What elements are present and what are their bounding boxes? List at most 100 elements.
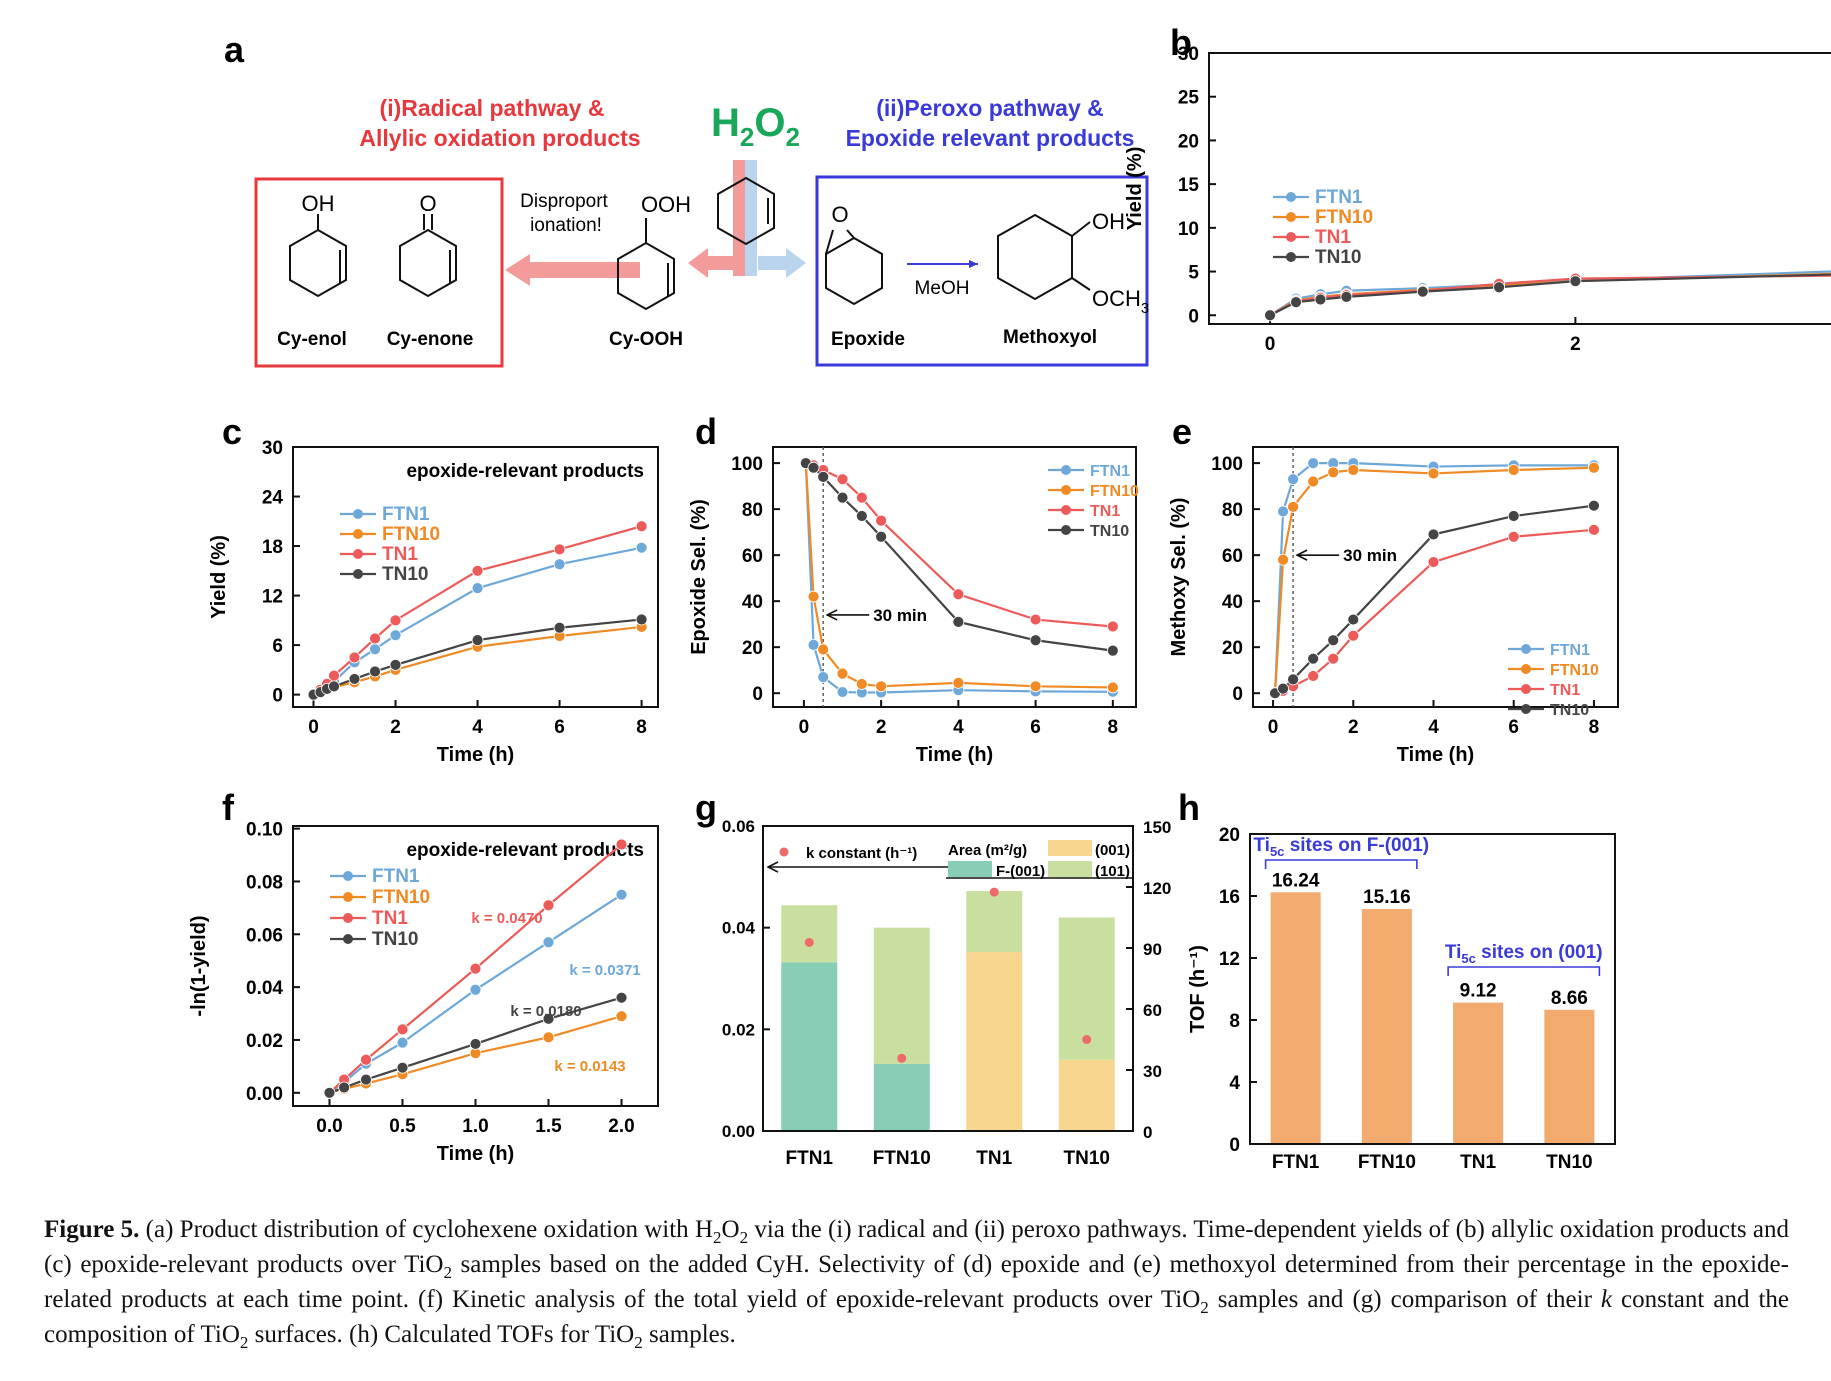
- data-point-TN1: [1307, 670, 1320, 682]
- series-line-FTN1: [804, 463, 1113, 694]
- legend-area-label: Area (m²/g): [948, 842, 1027, 859]
- series-line-FTN10: [804, 463, 1113, 689]
- figure-canvas: a (i)Radical pathway & Allylic oxidation…: [188, 22, 1831, 1173]
- y-tick-label: 0.10: [246, 820, 283, 841]
- legend-label-TN1: TN1: [372, 908, 408, 929]
- legend-marker-FTN1: [1521, 644, 1531, 654]
- data-point-TN10: [1106, 644, 1119, 657]
- data-point-FTN10: [1427, 467, 1440, 480]
- category-label: FTN10: [873, 1148, 931, 1169]
- ooh-group-label: OOH: [641, 192, 691, 217]
- data-point-TN1: [328, 669, 340, 682]
- chart-b-allylic-yield: 02468051015202530Time (h)Yield (%)allyli…: [1124, 44, 1831, 355]
- x-tick-label: 2.0: [608, 1116, 634, 1137]
- data-point-FTN1: [817, 671, 830, 683]
- chart-title: epoxide-relevant products: [406, 461, 644, 482]
- data-point-FTN10: [1287, 500, 1300, 513]
- plot-frame-g: [762, 825, 1134, 1132]
- legend-marker-TN10: [1521, 704, 1531, 714]
- y-axis-label: Methoxy Sel. (%): [1168, 498, 1190, 657]
- x-tick-label: 6: [1030, 717, 1041, 738]
- data-point-TN1: [952, 588, 965, 601]
- data-point-TN10: [952, 615, 965, 628]
- peroxo-title-line2: Epoxide relevant products: [846, 125, 1135, 151]
- data-point-TN10: [542, 1012, 555, 1025]
- radical-pathway-bar: [733, 160, 745, 276]
- data-point-TN10: [1307, 652, 1320, 665]
- data-point-TN1: [469, 962, 482, 975]
- plot-frame-e: [1252, 446, 1619, 708]
- legend-label-TN10: TN10: [372, 929, 418, 950]
- y-tick-label: 0.04: [246, 978, 283, 999]
- epoxide-label: Epoxide: [831, 329, 905, 350]
- y-tick-label: 20: [1219, 825, 1240, 846]
- y-tick-label: 0: [272, 686, 283, 707]
- cy-enone-structure: [399, 214, 457, 298]
- y-axis-label: TOF (h⁻¹): [1187, 945, 1209, 1033]
- data-point-FTN10: [1347, 464, 1360, 476]
- legend-label-TN1: TN1: [1090, 503, 1120, 520]
- k-label-FTN1: k = 0.0371: [569, 962, 640, 979]
- meoh-label: MeOH: [915, 278, 970, 299]
- arrow-to-allylic-products: [505, 254, 640, 286]
- caption-seg-4: via the (i) radical and (ii) peroxo path…: [44, 1216, 1789, 1278]
- y-tick-label: 40: [742, 592, 763, 613]
- series-line-FTN1: [1269, 270, 1831, 317]
- y-left-tick-label: 0.04: [722, 919, 756, 938]
- caption-seg-7: 2: [1200, 1298, 1209, 1317]
- data-point-TN10: [553, 621, 566, 634]
- tof-bar-TN10: [1544, 1009, 1595, 1144]
- x-tick-label: 2: [1348, 717, 1359, 738]
- cyclohexene-structure: [717, 176, 775, 246]
- cy-enol-label: Cy-enol: [277, 329, 347, 350]
- tof-bar-FTN1: [1270, 892, 1321, 1144]
- data-point-FTN1: [1287, 473, 1300, 486]
- data-point-FTN10: [1507, 464, 1520, 476]
- legend-swatch-f001: [948, 861, 992, 877]
- legend-marker-FTN1: [1286, 192, 1296, 202]
- data-point-TN1: [553, 543, 566, 556]
- data-point-FTN10: [875, 680, 888, 693]
- data-point-FTN1: [389, 629, 402, 642]
- y-right-tick-label: 90: [1143, 940, 1162, 959]
- data-point-TN1: [1347, 629, 1360, 642]
- caption-seg-2: O: [721, 1216, 740, 1243]
- legend-label-FTN10: FTN10: [1550, 662, 1599, 679]
- y-tick-label: 5: [1188, 263, 1199, 284]
- panel-label-a: a: [224, 29, 245, 70]
- group-label-ti: Ti: [1445, 942, 1462, 963]
- data-point-TN10: [471, 634, 484, 647]
- k-constant-point: [897, 1053, 907, 1063]
- x-tick-label: 6: [554, 717, 565, 738]
- x-tick-label: 4: [953, 717, 964, 738]
- data-point-TN10: [389, 659, 402, 671]
- data-point-TN10: [1340, 290, 1353, 303]
- y-tick-label: 0: [1232, 684, 1243, 705]
- series-line-FTN1: [1273, 462, 1594, 694]
- arrow-to-cy-ooh: [688, 248, 746, 278]
- category-label: TN10: [1064, 1148, 1110, 1169]
- methoxyol-structure: [997, 213, 1091, 301]
- legend-label-FTN10: FTN10: [1090, 483, 1139, 500]
- x-tick-label: 1.0: [462, 1116, 488, 1137]
- data-point-TN1: [396, 1023, 409, 1036]
- category-label: TN1: [1460, 1152, 1496, 1173]
- group-label-rest: sites on (001): [1476, 942, 1603, 963]
- group-label-0: Ti5c sites on F-(001): [1253, 835, 1429, 859]
- legend-marker-TN10: [1061, 525, 1071, 535]
- bar-segment-(101): [966, 891, 1023, 953]
- chart-h-tof: 16.24 FTN1 15.16 FTN10 9.12 TN1 8.66 TN10 0 4 8 12 1…: [1187, 825, 1616, 1173]
- data-point-FTN10: [952, 676, 965, 689]
- x-tick-label: 4: [1428, 717, 1439, 738]
- x-tick-label: 1.5: [535, 1116, 562, 1137]
- data-point-TN10: [1290, 296, 1302, 309]
- legend-marker-FTN1: [1061, 465, 1071, 475]
- y-tick-label: 30: [1178, 44, 1199, 65]
- data-point-TN10: [807, 461, 820, 474]
- chart-title: epoxide-relevant products: [406, 840, 644, 861]
- legend-marker-TN1: [1521, 684, 1531, 694]
- group-label-1: Ti5c sites on (001): [1445, 942, 1603, 966]
- data-point-FTN1: [1277, 505, 1289, 518]
